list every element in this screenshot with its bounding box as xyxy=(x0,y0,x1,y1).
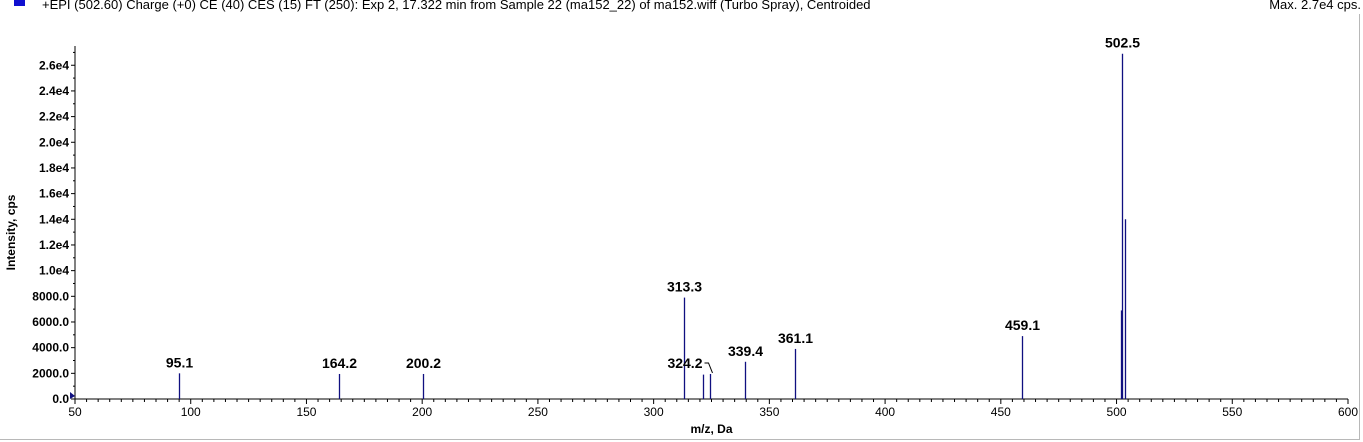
x-tick-label: 250 xyxy=(528,405,548,419)
peak-label: 459.1 xyxy=(1005,317,1040,333)
y-tick-label: 1.0e4 xyxy=(39,264,69,278)
y-tick-label: 2.0e4 xyxy=(39,135,69,149)
x-tick-label: 50 xyxy=(68,405,82,419)
x-tick-label: 200 xyxy=(412,405,432,419)
peak-label: 339.4 xyxy=(728,343,763,359)
y-tick-label: 2.4e4 xyxy=(39,84,69,98)
y-tick-label: 1.8e4 xyxy=(39,161,69,175)
peak-label: 361.1 xyxy=(778,330,813,346)
x-tick-label: 500 xyxy=(1107,405,1127,419)
y-tick-label: 0.0 xyxy=(52,392,69,406)
peak-label: 164.2 xyxy=(322,355,357,371)
x-tick-label: 150 xyxy=(296,405,316,419)
y-tick-label: 2.2e4 xyxy=(39,110,69,124)
x-axis: 50 100 150 200 250 300 350 400 450 500 550 600 xyxy=(68,398,1358,419)
x-tick-label: 300 xyxy=(644,405,664,419)
peak-label: 502.5 xyxy=(1105,35,1140,51)
x-tick-label: 550 xyxy=(1222,405,1242,419)
peaks xyxy=(178,53,1127,399)
peak-label: 95.1 xyxy=(166,354,193,370)
y-tick-label: 1.4e4 xyxy=(39,212,69,226)
y-tick-label: 4000.0 xyxy=(32,341,69,355)
y-tick-label: 2000.0 xyxy=(32,366,69,380)
x-tick-label: 450 xyxy=(991,405,1011,419)
y-tick-label: 1.2e4 xyxy=(39,238,69,252)
max-intensity-label: Max. 2.7e4 cps. xyxy=(1269,0,1361,12)
y-tick-label: 8000.0 xyxy=(32,289,69,303)
x-tick-label: 350 xyxy=(759,405,779,419)
plot-frame xyxy=(0,14,1360,440)
x-tick-label: 100 xyxy=(181,405,201,419)
x-tick-label: 400 xyxy=(875,405,895,419)
y-axis-marker-icon[interactable] xyxy=(70,392,75,399)
peak-label: 324.2 xyxy=(667,355,702,371)
peak-label-leader xyxy=(704,362,713,374)
x-axis-title: m/z, Da xyxy=(690,422,732,436)
y-tick-label: 1.6e4 xyxy=(39,187,69,201)
y-axis: 0.0 2000.0 4000.0 6000.0 8000.0 1.0e4 1.2e4 1.4… xyxy=(32,46,76,406)
legend-swatch[interactable] xyxy=(14,0,25,6)
x-tick-label: 600 xyxy=(1338,405,1358,419)
spectrum-header: +EPI (502.60) Charge (+0) CE (40) CES (1… xyxy=(0,0,1363,14)
peak-labels: 95.1 164.2 200.2 313.3 324.2 339.4 361.1 459.1 5… xyxy=(166,35,1140,374)
y-axis-title: Intensity, cps xyxy=(4,194,18,270)
y-tick-label: 2.6e4 xyxy=(39,58,69,72)
peak-label: 313.3 xyxy=(667,279,702,295)
peak-label: 200.2 xyxy=(406,355,441,371)
spectrum-title: +EPI (502.60) Charge (+0) CE (40) CES (1… xyxy=(42,0,871,12)
y-tick-label: 6000.0 xyxy=(32,315,69,329)
